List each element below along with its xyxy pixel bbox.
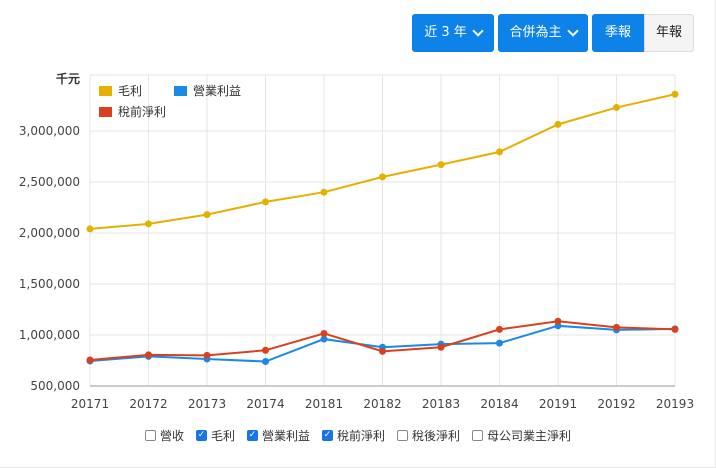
checkbox-empty-icon[interactable] [397, 430, 409, 441]
range-label: 近 3 年 [424, 25, 467, 40]
x-tick-label: 20183 [422, 397, 460, 411]
legend-swatch [99, 107, 112, 117]
x-tick-label: 20174 [246, 397, 284, 411]
data-point[interactable] [554, 120, 562, 128]
x-tick-label: 20181 [305, 397, 343, 411]
legend-label[interactable]: 營業利益 [193, 84, 241, 98]
checkbox-checked-icon[interactable]: ✓ [195, 430, 207, 441]
data-point[interactable] [613, 323, 620, 331]
data-point[interactable] [320, 335, 328, 343]
data-point[interactable] [554, 317, 562, 325]
data-point[interactable] [145, 220, 152, 228]
annual-button[interactable]: 年報 [644, 14, 694, 52]
chart-controls: 近 3 年 合併為主 季報 年報 [412, 14, 694, 52]
x-tick-label: 20173 [188, 397, 226, 411]
data-point[interactable] [262, 358, 269, 366]
data-point[interactable] [320, 188, 328, 196]
scope-label: 合併為主 [509, 25, 562, 40]
scope-dropdown[interactable]: 合併為主 [498, 14, 588, 52]
checkbox-empty-icon[interactable] [144, 430, 156, 441]
x-tick-label: 20193 [656, 397, 694, 411]
y-tick-label: 500,000 [30, 379, 80, 393]
filter-label: 毛利 [210, 429, 235, 443]
filter-label: 稅後淨利 [412, 429, 461, 443]
filter-checkbox-1[interactable]: 營收 [144, 427, 184, 444]
filter-label: 營業利益 [261, 429, 310, 443]
y-tick-label: 1,000,000 [19, 328, 80, 342]
data-point[interactable] [379, 347, 386, 355]
data-point[interactable] [496, 339, 503, 347]
x-tick-label: 20191 [539, 397, 577, 411]
quarterly-button[interactable]: 季報 [592, 14, 644, 52]
x-tick-label: 20184 [480, 397, 518, 411]
annual-label: 年報 [655, 25, 682, 40]
range-dropdown[interactable]: 近 3 年 [412, 14, 494, 52]
filter-checkbox-2[interactable]: ✓ 毛利 [195, 427, 235, 444]
filter-checkbox-4[interactable]: ✓ 稅前淨利 [322, 427, 385, 444]
legend-swatch [174, 86, 187, 96]
filter-label: 稅前淨利 [337, 429, 386, 443]
data-point[interactable] [262, 198, 269, 206]
filter-checkbox-3[interactable]: ✓ 營業利益 [246, 427, 310, 444]
data-point[interactable] [320, 329, 328, 337]
x-tick-label: 20182 [363, 397, 401, 411]
data-point[interactable] [437, 343, 445, 351]
y-tick-label: 1,500,000 [19, 277, 80, 291]
filter-label: 營收 [159, 429, 184, 443]
legend-label[interactable]: 毛利 [118, 84, 142, 98]
data-point[interactable] [671, 325, 679, 333]
data-point[interactable] [262, 346, 269, 354]
x-tick-label: 20172 [129, 397, 167, 411]
y-tick-label: 3,000,000 [19, 124, 80, 138]
data-point[interactable] [613, 104, 620, 112]
data-point[interactable] [203, 351, 211, 359]
legend-swatch [99, 86, 112, 96]
checkbox-empty-icon[interactable] [472, 430, 484, 441]
checkbox-checked-icon[interactable]: ✓ [246, 430, 258, 441]
data-point[interactable] [671, 90, 679, 98]
x-tick-label: 20192 [597, 397, 635, 411]
data-point[interactable] [496, 325, 503, 333]
legend-label[interactable]: 稅前淨利 [118, 104, 166, 119]
y-tick-label: 2,000,000 [19, 226, 80, 240]
x-tick-label: 20171 [71, 397, 109, 411]
data-point[interactable] [145, 351, 152, 359]
data-point[interactable] [203, 211, 211, 219]
filter-checkbox-6[interactable]: 母公司業主淨利 [472, 427, 571, 444]
data-point[interactable] [496, 148, 503, 156]
y-tick-label: 2,500,000 [19, 175, 80, 189]
series-filter-bar: 營收 ✓ 毛利 ✓ 營業利益 ✓ 稅前淨利 稅後淨利 母公司業主淨利 [0, 427, 716, 444]
data-point[interactable] [86, 225, 94, 233]
unit-label: 千元 [56, 71, 80, 86]
data-point[interactable] [86, 356, 94, 364]
data-point[interactable] [379, 173, 386, 181]
quarterly-label: 季報 [604, 25, 631, 40]
filter-label: 母公司業主淨利 [487, 429, 572, 443]
data-point[interactable] [437, 161, 445, 169]
filter-checkbox-5[interactable]: 稅後淨利 [397, 427, 460, 444]
checkbox-checked-icon[interactable]: ✓ [322, 430, 333, 441]
